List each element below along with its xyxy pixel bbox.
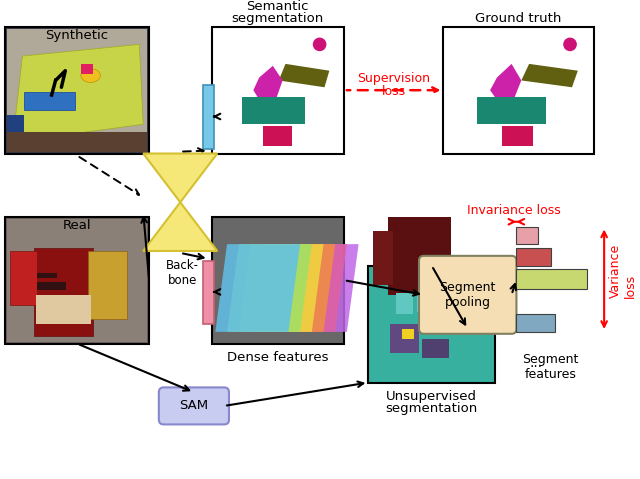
Bar: [502, 126, 533, 146]
Bar: [516, 248, 550, 265]
Polygon shape: [274, 244, 358, 332]
Bar: [212, 27, 344, 154]
Bar: [422, 339, 449, 358]
Polygon shape: [143, 202, 218, 251]
Bar: [516, 270, 587, 289]
Bar: [10, 251, 37, 305]
Bar: [7, 132, 147, 151]
Bar: [396, 293, 413, 314]
Bar: [516, 227, 538, 244]
Polygon shape: [239, 244, 323, 332]
Text: Real: Real: [63, 219, 92, 232]
Text: loss: loss: [381, 85, 406, 98]
Circle shape: [563, 37, 577, 51]
Bar: [369, 265, 495, 383]
Polygon shape: [522, 64, 578, 87]
Text: Semantic: Semantic: [246, 0, 309, 13]
Text: Unsupervised: Unsupervised: [386, 390, 477, 403]
Bar: [403, 329, 414, 339]
Bar: [388, 217, 451, 295]
Text: Segment
pooling: Segment pooling: [440, 281, 496, 309]
Polygon shape: [278, 64, 330, 87]
Text: segmentation: segmentation: [385, 402, 478, 415]
Polygon shape: [253, 66, 283, 103]
Bar: [7, 219, 147, 342]
Bar: [212, 217, 344, 343]
Bar: [203, 261, 214, 324]
Text: Segment
features: Segment features: [522, 354, 579, 381]
Polygon shape: [13, 45, 143, 142]
Bar: [34, 248, 93, 336]
Bar: [373, 231, 393, 285]
FancyBboxPatch shape: [159, 388, 229, 424]
FancyBboxPatch shape: [419, 256, 516, 334]
Bar: [417, 295, 431, 312]
Polygon shape: [143, 154, 218, 202]
Ellipse shape: [81, 69, 100, 82]
Bar: [81, 64, 93, 74]
Text: Dense features: Dense features: [227, 351, 328, 365]
Text: Back-
bone: Back- bone: [166, 259, 198, 287]
Text: Synthetic: Synthetic: [45, 29, 109, 42]
Bar: [446, 256, 476, 305]
Bar: [5, 27, 149, 154]
Polygon shape: [227, 244, 312, 332]
Text: Invariance loss: Invariance loss: [467, 204, 561, 217]
Bar: [37, 274, 56, 278]
Bar: [24, 92, 75, 110]
Bar: [5, 217, 149, 343]
Bar: [36, 295, 91, 324]
Text: segmentation: segmentation: [232, 12, 324, 25]
Bar: [7, 29, 147, 151]
Bar: [516, 314, 556, 332]
Bar: [444, 27, 595, 154]
Bar: [477, 97, 546, 124]
Bar: [7, 114, 24, 132]
Polygon shape: [262, 244, 347, 332]
Text: Ground truth: Ground truth: [476, 12, 561, 25]
Text: Supervision: Supervision: [357, 72, 430, 85]
Bar: [390, 324, 419, 354]
Bar: [242, 97, 305, 124]
Text: SAM: SAM: [179, 399, 209, 412]
Polygon shape: [215, 244, 300, 332]
Bar: [203, 85, 214, 148]
Text: ...: ...: [529, 356, 543, 370]
Bar: [88, 251, 127, 319]
Bar: [37, 282, 67, 290]
Circle shape: [313, 37, 326, 51]
Polygon shape: [490, 64, 522, 103]
Polygon shape: [250, 244, 335, 332]
Text: Variance
loss: Variance loss: [609, 243, 637, 297]
Bar: [263, 126, 292, 146]
